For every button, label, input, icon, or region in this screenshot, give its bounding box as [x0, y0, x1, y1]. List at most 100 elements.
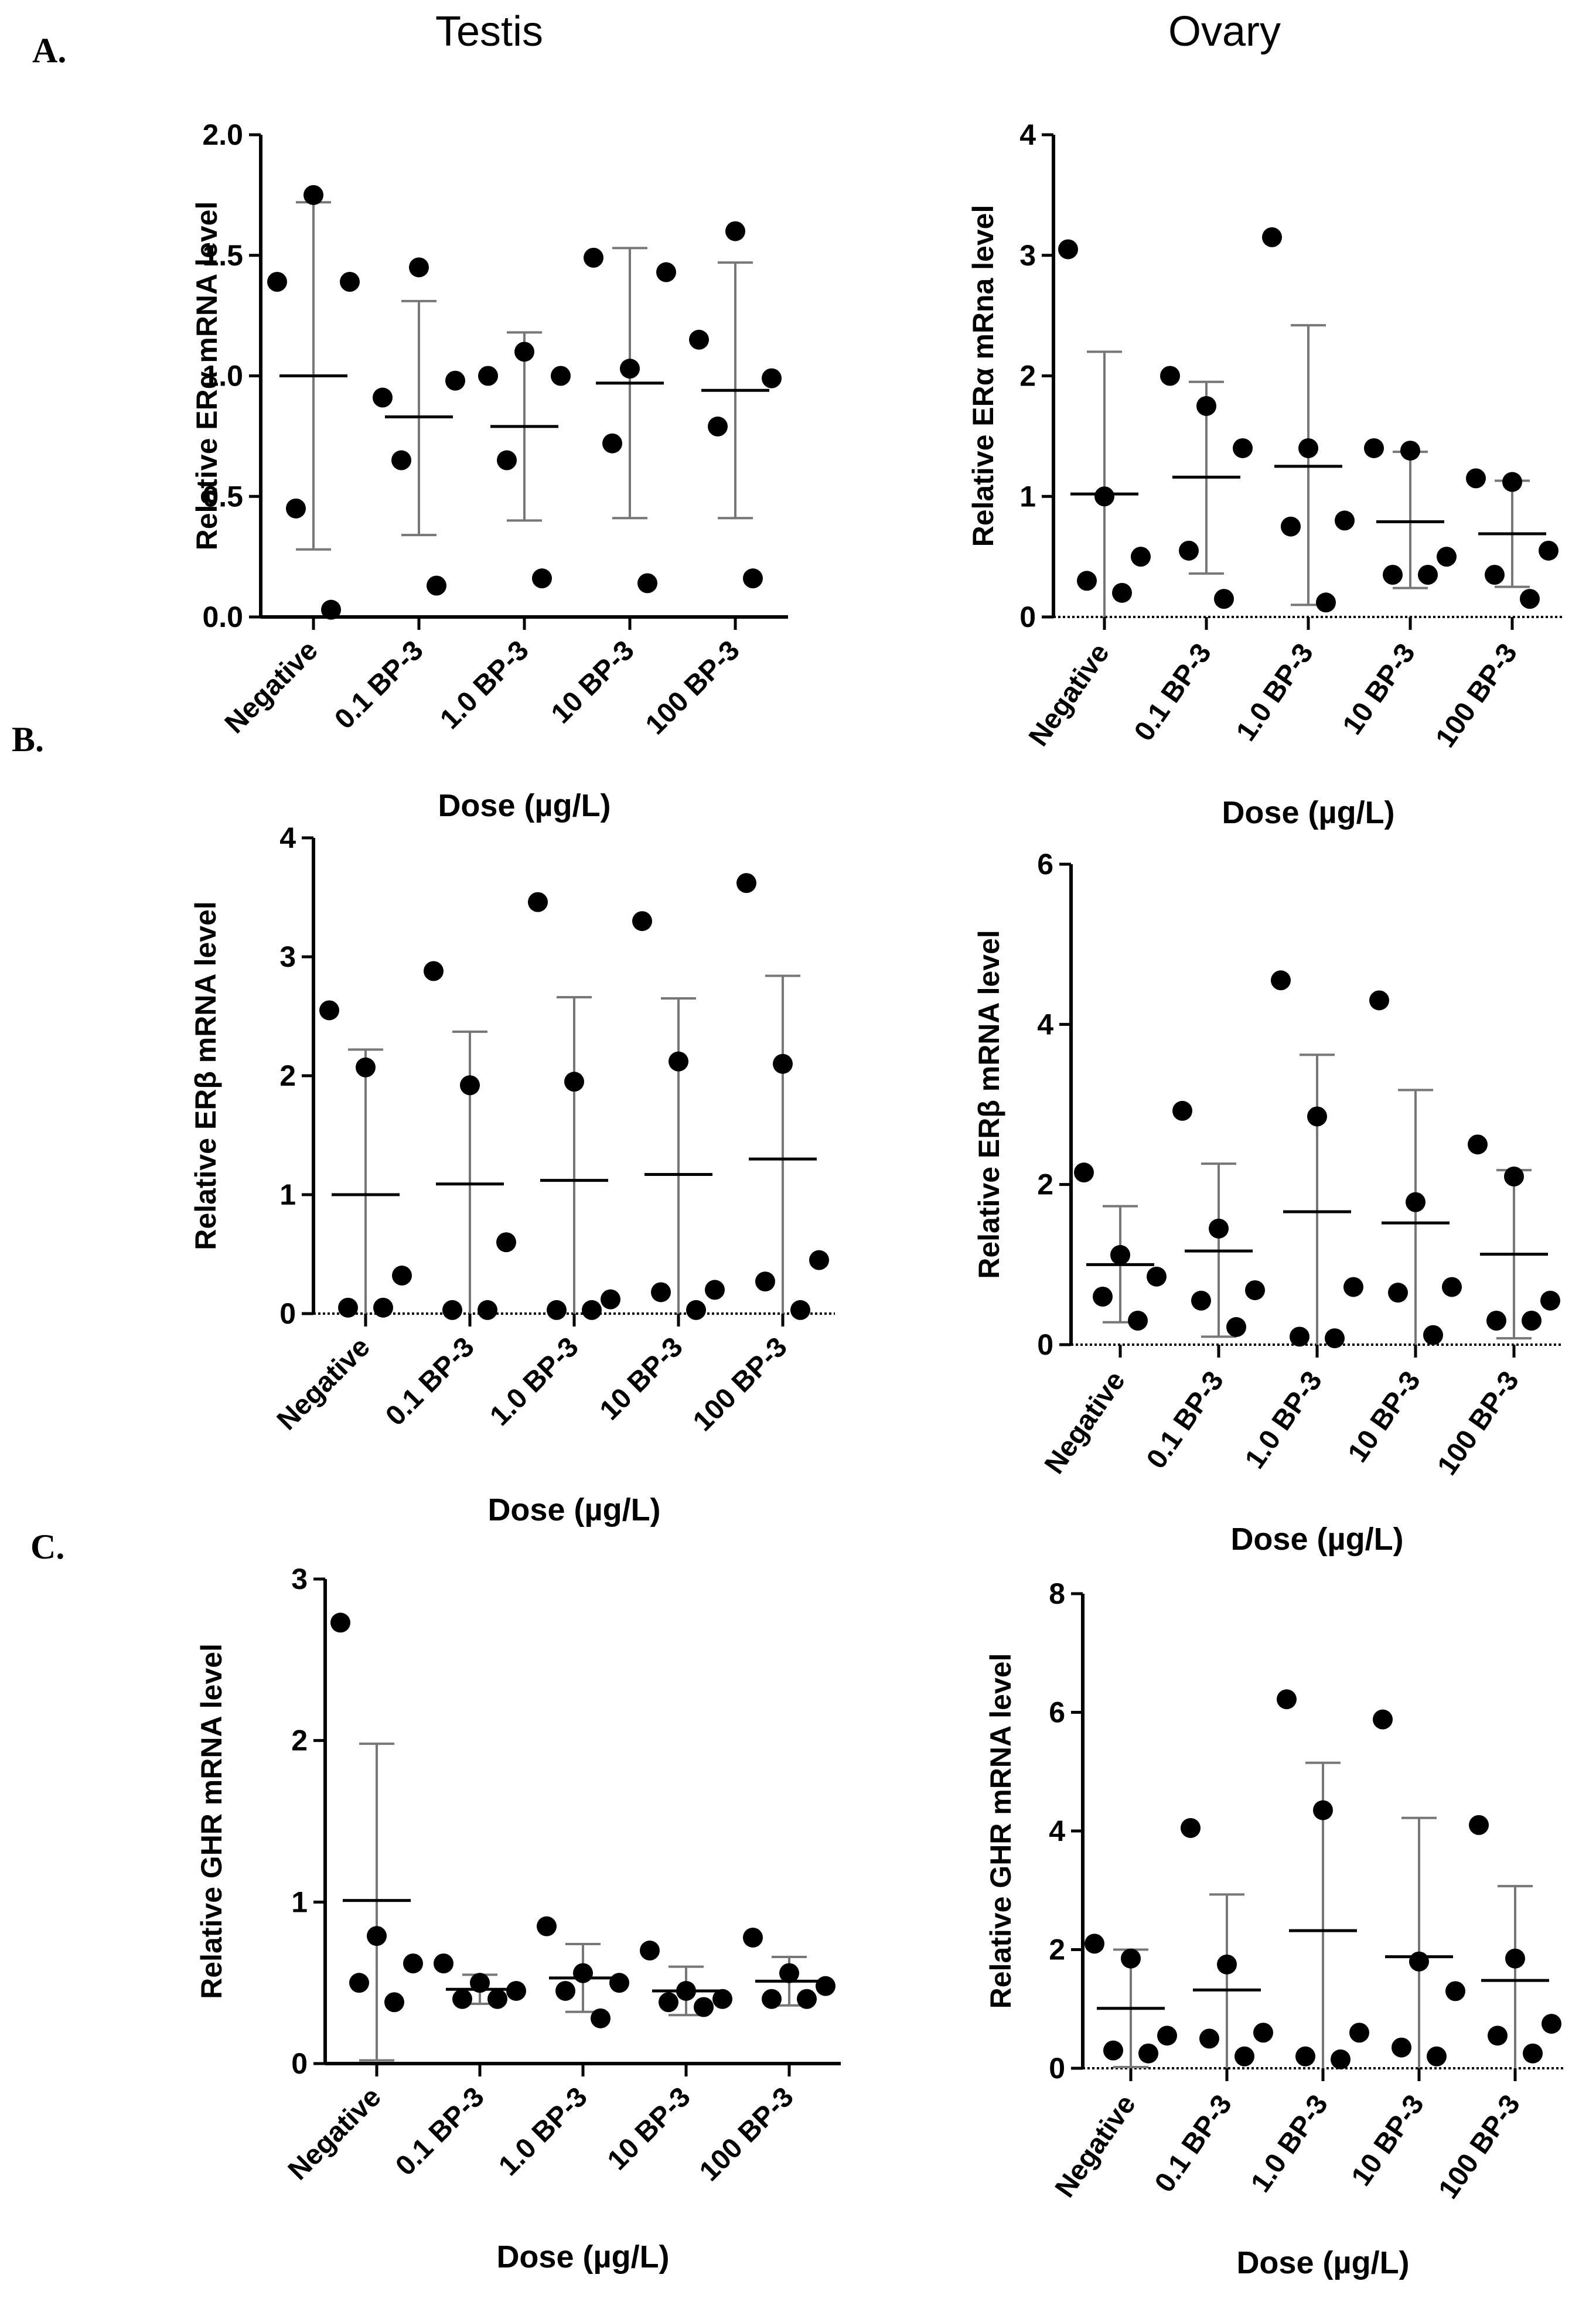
data-point [1179, 540, 1199, 561]
x-category-label: 0.1 BP-3 [1141, 1366, 1230, 1475]
y-tick-label: 0 [291, 2047, 308, 2080]
y-tick-label: 2 [1019, 360, 1036, 393]
data-point [637, 573, 657, 594]
x-category-label: 10 BP-3 [1346, 2089, 1430, 2192]
data-point [725, 221, 745, 241]
data-point [319, 1000, 339, 1021]
data-point [1502, 472, 1522, 492]
data-point [602, 433, 622, 453]
data-point [1469, 1815, 1489, 1835]
data-point [797, 1989, 817, 2009]
x-category-label: 0.1 BP-3 [329, 635, 429, 735]
data-point [686, 1300, 706, 1320]
data-point [286, 498, 306, 519]
data-point [762, 368, 782, 388]
data-point [1093, 1287, 1113, 1307]
data-point [460, 1075, 480, 1096]
data-point [1214, 589, 1234, 609]
data-point [1172, 1100, 1192, 1121]
x-category-label: 100 BP-3 [687, 1331, 793, 1437]
y-tick-label: 4 [1049, 1815, 1065, 1847]
data-point [1226, 1317, 1246, 1337]
data-point [564, 1072, 584, 1092]
data-point [689, 329, 709, 350]
data-point [1488, 2025, 1508, 2046]
data-point [620, 359, 640, 379]
data-point [1409, 1951, 1429, 1972]
data-point [1196, 395, 1216, 416]
data-point [755, 1271, 775, 1292]
y-tick-label: 0 [1019, 601, 1036, 633]
data-point [1325, 1328, 1345, 1349]
data-point [1271, 970, 1291, 991]
y-tick-label: 3 [1019, 239, 1036, 272]
data-point [705, 1280, 725, 1300]
y-axis-title: Relative GHR mRNA level [984, 1653, 1017, 2009]
data-point [373, 387, 393, 408]
x-category-label: 10 BP-3 [1337, 638, 1421, 741]
data-point [1539, 540, 1559, 561]
data-point [1437, 547, 1457, 567]
data-point [1542, 2014, 1561, 2034]
data-point [1199, 2028, 1219, 2049]
y-tick-label: 4 [1019, 118, 1036, 151]
data-point [1234, 2046, 1254, 2067]
x-category-label: 1.0 BP-3 [484, 1331, 584, 1431]
data-point [1209, 1218, 1229, 1239]
data-point [321, 599, 341, 620]
data-point [1383, 564, 1403, 585]
y-tick-label: 1 [1019, 480, 1036, 513]
data-point [1373, 1709, 1393, 1730]
data-point [584, 247, 603, 268]
data-point [1157, 2025, 1177, 2046]
data-point [790, 1300, 810, 1320]
data-point [452, 1989, 472, 2009]
data-point [1520, 589, 1540, 609]
data-point [1147, 1266, 1167, 1287]
data-point [1245, 1280, 1265, 1301]
data-point [470, 1973, 490, 1993]
data-point [391, 450, 411, 470]
data-point [676, 1980, 696, 2001]
y-tick-label: 1.0 [202, 360, 243, 393]
data-point [330, 1612, 350, 1633]
data-point [1298, 438, 1318, 458]
x-axis-title: Dose (µg/L) [1236, 2245, 1409, 2280]
data-point [1427, 2046, 1447, 2067]
y-tick-label: 0.0 [202, 601, 243, 633]
x-category-label: 100 BP-3 [1433, 2089, 1526, 2205]
x-axis-title: Dose (µg/L) [438, 788, 611, 823]
x-category-label: Negative [1039, 1366, 1131, 1479]
data-point [1445, 1981, 1465, 2001]
data-point [338, 1297, 358, 1318]
x-category-label: 1.0 BP-3 [1239, 1366, 1328, 1475]
data-point [367, 1926, 387, 1946]
y-axis-title: Relative ERα mRna level [967, 205, 1000, 547]
data-point [514, 342, 534, 362]
data-point [1181, 1817, 1201, 1838]
y-tick-label: 1 [279, 1178, 296, 1211]
data-point [1335, 510, 1355, 531]
x-category-label: 0.1 BP-3 [1149, 2089, 1238, 2198]
x-category-label: 1.0 BP-3 [1245, 2089, 1334, 2198]
data-point [434, 1953, 453, 1974]
y-tick-label: 6 [1037, 848, 1053, 881]
x-category-label: 0.1 BP-3 [390, 2081, 490, 2181]
data-point [1281, 516, 1301, 537]
data-point [1313, 1800, 1333, 1820]
data-point [392, 1266, 412, 1286]
data-point [1442, 1277, 1462, 1297]
data-point [1364, 438, 1384, 458]
data-point [409, 257, 429, 278]
y-tick-label: 2 [279, 1059, 296, 1092]
data-point [349, 1973, 369, 1993]
data-point [373, 1297, 393, 1318]
y-axis-title: Relative ERα mRNA level [190, 202, 223, 551]
data-point [1262, 227, 1282, 247]
data-point [1522, 1311, 1542, 1331]
data-point [1112, 582, 1132, 603]
data-point [694, 1997, 714, 2017]
data-point [1295, 2046, 1315, 2067]
y-tick-label: 1.5 [202, 239, 243, 272]
y-tick-label: 4 [279, 821, 296, 854]
